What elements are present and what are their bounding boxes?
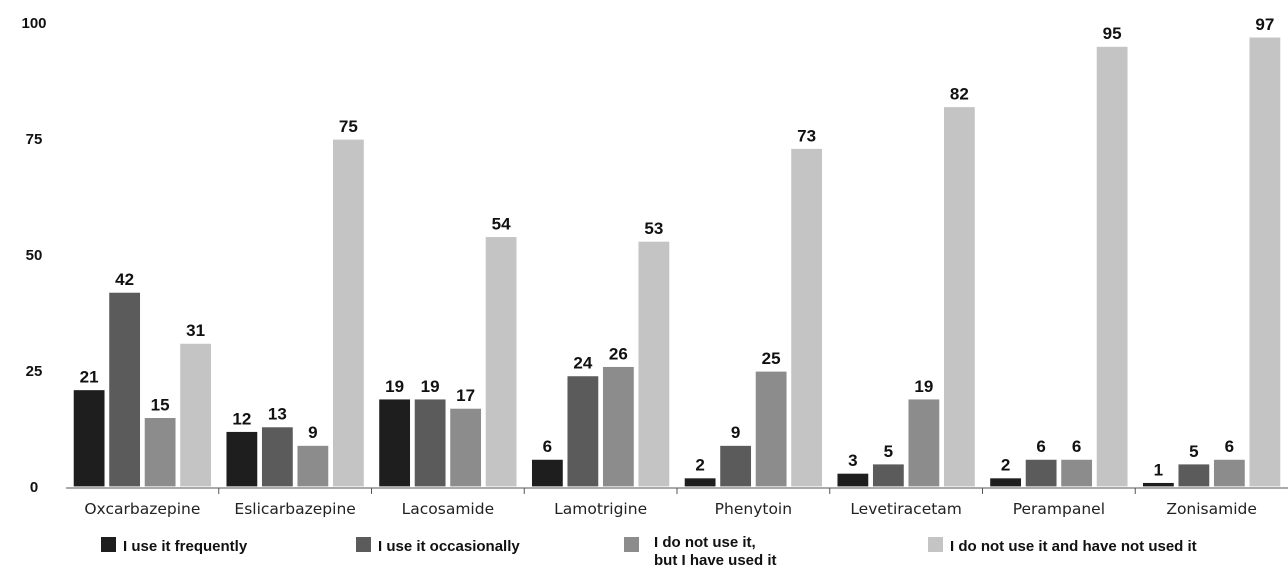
y-tick-label: 75 [26,131,43,148]
bar [378,398,412,488]
category-labels: Oxcarbazepine Eslicarbazepine Lacosamide La… [84,488,1257,518]
category-label: Lacosamide [402,500,495,518]
bar [836,472,870,488]
legend-swatch [101,537,116,552]
bar [1060,458,1094,488]
category-label: Oxcarbazepine [84,500,200,518]
bar-value-label: 73 [797,126,816,145]
bar-value-label: 2 [1001,456,1010,475]
legend-swatch [928,537,943,552]
bar [871,463,905,488]
bar [530,458,564,488]
bars [72,36,1282,488]
legend-label-line: but I have used it [654,552,777,569]
bar [989,477,1023,488]
bar-value-label: 31 [186,321,205,340]
bar [484,235,518,488]
bar [1212,458,1246,488]
bar-value-label: 82 [950,85,969,104]
bar [1024,458,1058,488]
legend-label: I do not use it and have not used it [950,538,1197,555]
y-tick-label: 100 [21,15,46,32]
bar [601,365,635,488]
y-tick-label: 25 [26,363,43,380]
legend-label: I do not use it, but I have used it [654,534,777,569]
legend-label: I use it occasionally [378,538,520,555]
bar [566,375,600,488]
bar-value-label: 9 [308,423,317,442]
bar-value-label: 17 [456,386,475,405]
legend-label: I use it frequently [123,538,248,555]
bar [1141,481,1175,488]
y-tick-label: 50 [26,247,43,264]
bar-value-label: 25 [762,349,781,368]
bar-value-label: 9 [731,423,740,442]
bar [907,398,941,488]
bar-value-label: 53 [644,219,663,238]
bar-value-label: 19 [421,377,440,396]
category-label: Levetiracetam [850,500,962,518]
bar [179,342,213,488]
bar-value-label: 12 [232,409,251,428]
bar-value-label: 1 [1154,460,1163,479]
bar-value-label: 15 [151,395,170,414]
category-label: Eslicarbazepine [234,500,355,518]
y-tick-label: 0 [30,479,38,496]
bar [683,477,717,488]
bar-value-label: 2 [695,456,704,475]
bar-value-label: 21 [80,368,99,387]
bar [296,444,330,488]
legend-label-line: I do not use it, [654,534,756,551]
bar-value-label: 75 [339,117,358,136]
bar [331,138,365,488]
bar-value-label: 6 [543,437,552,456]
bar-value-label: 19 [385,377,404,396]
y-axis-ticks: 0 25 50 75 100 [21,15,46,496]
bar-value-label: 13 [268,405,287,424]
bar [1095,45,1129,488]
bar-value-label: 19 [914,377,933,396]
bar [143,416,177,488]
bar [413,398,447,488]
bar-value-label: 5 [1189,442,1198,461]
category-label: Perampanel [1013,500,1105,518]
bar-value-label: 26 [609,344,628,363]
bar-value-label: 42 [115,270,134,289]
legend-swatch [624,537,639,552]
bar [72,388,106,488]
bar [260,426,294,488]
bar [637,240,671,488]
bar-value-label: 24 [573,354,592,373]
bar [719,444,753,488]
bar-value-label: 6 [1036,437,1045,456]
bar [449,407,483,488]
bar [108,291,142,488]
legend-swatch [356,537,371,552]
category-label: Zonisamide [1166,500,1257,518]
legend: I use it frequently I use it occasionally… [101,534,1197,569]
category-label: Lamotrigine [554,500,647,518]
bar [1177,463,1211,488]
bar-value-label: 54 [492,214,511,233]
bar-value-label: 6 [1225,437,1234,456]
bar-value-label: 95 [1103,24,1122,43]
bar-value-label: 3 [848,451,857,470]
bar [225,430,259,488]
bar-value-label: 5 [884,442,893,461]
category-label: Phenytoin [715,500,792,518]
bar [790,147,824,488]
bar-value-label: 97 [1255,15,1274,34]
bar [1248,36,1282,488]
bar [942,105,976,488]
bar [754,370,788,488]
bar-value-label: 6 [1072,437,1081,456]
